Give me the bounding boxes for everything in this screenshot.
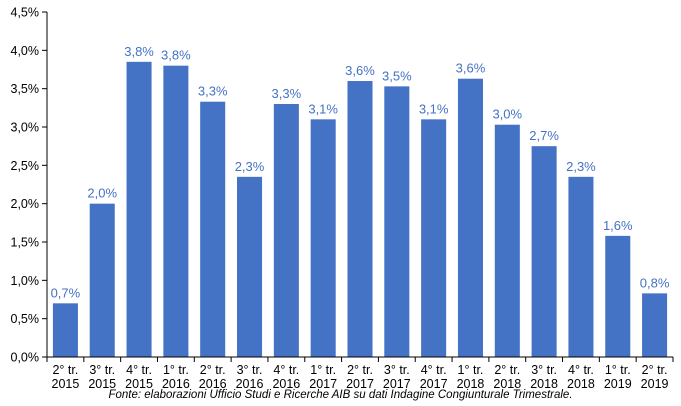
data-label: 3,3% — [272, 86, 302, 101]
x-tick-label-quarter: 1° tr. — [458, 363, 484, 377]
x-tick-label-quarter: 4° tr. — [273, 363, 299, 377]
x-tick-label-year: 2017 — [420, 377, 448, 389]
x-tick-label-year: 2018 — [457, 377, 485, 389]
x-tick-label-quarter: 2° tr. — [52, 363, 78, 377]
data-label: 2,7% — [529, 128, 559, 143]
data-label: 3,1% — [419, 101, 449, 116]
x-tick-label-quarter: 2° tr. — [642, 363, 668, 377]
x-tick-label-quarter: 1° tr. — [163, 363, 189, 377]
x-tick-label-year: 2019 — [604, 377, 632, 389]
data-labels: 0,7% 2,0% 3,8% 3,8% 3,3% 2,3% 3,3% 3,1% 3,6% 3,5%… — [51, 44, 670, 301]
data-label: 3,1% — [308, 101, 338, 116]
data-label: 3,3% — [198, 84, 228, 99]
data-label: 1,6% — [603, 218, 633, 233]
x-tick-label-year: 2015 — [52, 377, 80, 389]
bar — [310, 119, 336, 357]
data-label: 2,3% — [566, 159, 596, 174]
bars — [52, 61, 668, 358]
bar — [237, 176, 263, 357]
y-tick-label: 0,0% — [11, 351, 40, 365]
y-tick-label: 0,5% — [11, 312, 40, 326]
x-tick-label-quarter: 3° tr. — [237, 363, 263, 377]
y-axis: 0,0% 0,5% 1,0% 1,5% 2,0% 2,5% 3,0% 3,5% 4,0% 4,5% — [11, 6, 48, 365]
x-tick-label-quarter: 4° tr. — [568, 363, 594, 377]
y-tick-label: 1,5% — [11, 236, 40, 250]
x-tick-label-quarter: 4° tr. — [126, 363, 152, 377]
bar — [126, 61, 152, 357]
x-tick-label-year: 2018 — [567, 377, 595, 389]
x-tick-label-quarter: 2° tr. — [494, 363, 520, 377]
x-tick-label-quarter: 2° tr. — [347, 363, 373, 377]
y-tick-label: 1,0% — [11, 274, 40, 288]
bar — [494, 124, 520, 357]
data-label: 2,0% — [87, 186, 117, 201]
x-tick-label-year: 2017 — [383, 377, 411, 389]
bar — [52, 303, 78, 357]
source-note: Fonte: elaborazioni Ufficio Studi e Rice… — [108, 389, 573, 401]
data-label: 3,8% — [161, 48, 191, 63]
data-label: 0,8% — [640, 275, 670, 290]
x-tick-label-year: 2016 — [199, 377, 227, 389]
x-tick-label-quarter: 2° tr. — [200, 363, 226, 377]
bar — [273, 104, 299, 357]
data-label: 3,6% — [345, 63, 375, 78]
x-tick-label-year: 2015 — [88, 377, 116, 389]
x-tick-label-year: 2017 — [309, 377, 337, 389]
x-tick-label-year: 2017 — [346, 377, 374, 389]
y-tick-label: 2,5% — [11, 159, 40, 173]
data-label: 3,5% — [382, 68, 412, 83]
bar — [457, 78, 483, 357]
bar — [384, 86, 410, 357]
x-tick-label-year: 2019 — [641, 377, 669, 389]
bar — [531, 146, 557, 357]
x-tick-label-year: 2016 — [272, 377, 300, 389]
bar — [200, 101, 226, 357]
bar — [568, 176, 594, 357]
x-tick-label-quarter: 3° tr. — [531, 363, 557, 377]
x-tick-label-quarter: 1° tr. — [310, 363, 336, 377]
bar — [642, 293, 668, 357]
y-tick-label: 4,5% — [11, 6, 40, 20]
y-tick-label: 4,0% — [11, 44, 40, 58]
data-label: 2,3% — [235, 159, 265, 174]
data-label: 0,7% — [51, 285, 81, 300]
x-tick-label-quarter: 4° tr. — [421, 363, 447, 377]
x-tick-label-quarter: 1° tr. — [605, 363, 631, 377]
bar — [89, 203, 115, 357]
bar — [163, 65, 189, 358]
data-label: 3,0% — [492, 107, 522, 122]
bar — [605, 235, 631, 357]
x-tick-label-year: 2018 — [493, 377, 521, 389]
x-tick-label-quarter: 3° tr. — [384, 363, 410, 377]
bar — [347, 81, 373, 357]
bar — [421, 119, 447, 357]
x-tick-label-quarter: 3° tr. — [89, 363, 115, 377]
x-tick-label-year: 2018 — [530, 377, 558, 389]
y-tick-label: 3,5% — [11, 82, 40, 96]
x-tick-label-year: 2016 — [236, 377, 264, 389]
y-tick-label: 3,0% — [11, 121, 40, 135]
y-tick-label: 2,0% — [11, 197, 40, 211]
x-tick-label-year: 2016 — [162, 377, 190, 389]
x-tick-label-year: 2015 — [125, 377, 153, 389]
data-label: 3,6% — [456, 61, 486, 76]
data-label: 3,8% — [124, 44, 154, 59]
bar-chart: 0,0% 0,5% 1,0% 1,5% 2,0% 2,5% 3,0% 3,5% 4,0% 4,5%… — [11, 6, 674, 389]
